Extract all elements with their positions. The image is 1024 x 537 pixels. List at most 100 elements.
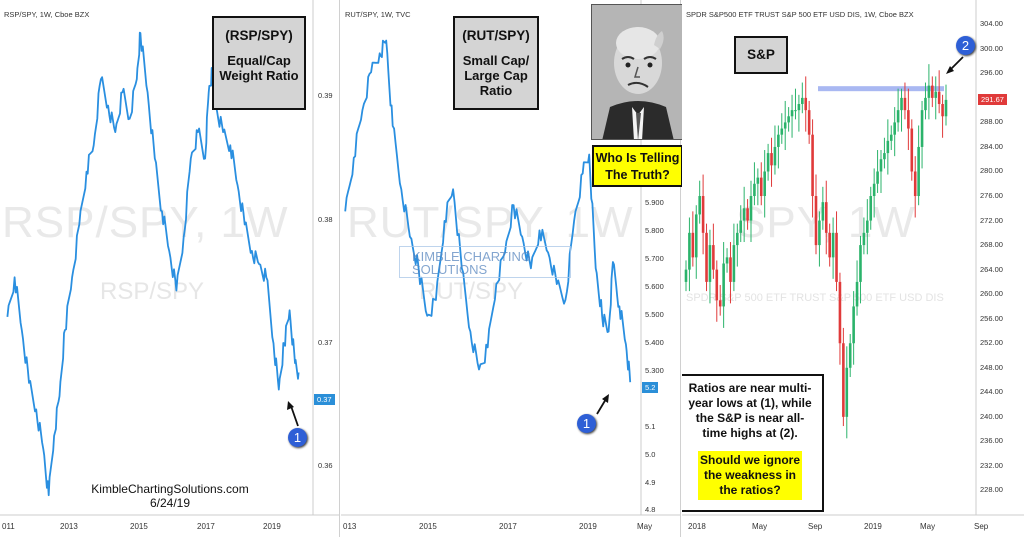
- candle-body: [907, 110, 910, 129]
- candle-body: [842, 343, 845, 417]
- thinking-man-photo: [591, 4, 684, 140]
- candle-body: [783, 122, 787, 129]
- rsp-marker-1: 1: [288, 428, 307, 447]
- candle-body: [848, 343, 852, 368]
- credit-name: KimbleChartingSolutions.com: [91, 482, 249, 496]
- candle-body: [787, 116, 790, 123]
- candle-body: [828, 232, 831, 258]
- question-box: Who Is Telling The Truth?: [592, 145, 683, 187]
- spy-xtick-3: 2019: [864, 522, 882, 531]
- note-text: Ratios are near multi-year lows at (1), …: [688, 381, 812, 440]
- rsp-xtick-4: 2019: [263, 522, 281, 531]
- thinking-man-illustration: [592, 5, 683, 139]
- spy-ytick: 240.00: [980, 411, 1003, 421]
- brand-watermark: KIMBLE CHARTING SOLUTIONS: [399, 246, 571, 278]
- rsp-xtick-1: 2013: [60, 522, 78, 531]
- candle-body: [931, 85, 934, 98]
- spy-xtick-4: May: [920, 522, 936, 531]
- candle-body: [866, 220, 869, 233]
- spy-header: SPDR S&P500 ETF TRUST S&P 500 ETF USD DI…: [686, 10, 914, 19]
- spy-ytick: 304.00: [980, 19, 1003, 29]
- rsp-xtick-0: 011: [2, 522, 15, 531]
- candle-body: [913, 171, 917, 197]
- candle-body: [725, 257, 729, 264]
- rut-spy-label-title: (RUT/SPY): [462, 28, 530, 43]
- spy-last-value: 291.67: [978, 94, 1007, 105]
- rsp-spy-plot: [0, 0, 339, 516]
- spy-plot: [682, 0, 1024, 516]
- candle-body: [835, 232, 838, 282]
- candle-body: [801, 97, 804, 105]
- rut-xtick-1: 2015: [419, 522, 437, 531]
- candle-body: [924, 97, 927, 111]
- spy-ytick: 268.00: [980, 240, 1003, 250]
- candle-body: [934, 91, 938, 98]
- spy-xtick-2: Sep: [808, 522, 823, 531]
- rsp-spy-label-sub: Equal/Cap Weight Ratio: [219, 53, 299, 83]
- spy-xtick-5: Sep: [974, 522, 989, 531]
- spy-ytick: 264.00: [980, 264, 1003, 274]
- candle-body: [705, 232, 708, 282]
- candle-body: [831, 232, 835, 258]
- rsp-spy-series-line: [6, 31, 300, 497]
- spy-label-box: S&P: [734, 36, 788, 74]
- spy-ytick: 272.00: [980, 215, 1003, 225]
- spy-panel: SPDR S&P500 ETF TRUST S&P 500 ETF USD DI…: [682, 0, 1024, 537]
- candle-body: [900, 97, 903, 111]
- candle-body: [691, 232, 695, 258]
- rut-ytick-8: 5.1: [645, 422, 656, 431]
- rut-spy-header: RUT/SPY, 1W, TVC: [345, 10, 411, 19]
- spy-ytick: 276.00: [980, 191, 1003, 201]
- candle-body: [818, 220, 821, 246]
- candle-body: [777, 134, 780, 147]
- candle-body: [773, 146, 777, 166]
- rsp-ytick-2: 0.37: [318, 338, 333, 347]
- rut-xtick-2: 2017: [499, 522, 517, 531]
- candle-body: [763, 171, 766, 197]
- candle-body: [941, 104, 944, 117]
- candle-body: [876, 171, 879, 184]
- spy-ytick: 284.00: [980, 141, 1003, 151]
- spy-ytick: 248.00: [980, 362, 1003, 372]
- candle-body: [893, 122, 896, 135]
- candle-body: [739, 220, 743, 233]
- candle-body: [859, 245, 862, 282]
- candle-body: [883, 153, 886, 160]
- candle-body: [852, 306, 855, 344]
- candle-body: [910, 128, 914, 172]
- rut-ytick-3: 5.600: [645, 282, 664, 291]
- candle-body: [701, 196, 705, 233]
- candle-body: [804, 97, 808, 111]
- resistance-line: [818, 86, 944, 92]
- brand-watermark-line-2: SOLUTIONS: [412, 262, 488, 277]
- candle-body: [855, 281, 859, 307]
- question-text: Who Is Telling The Truth?: [595, 151, 680, 182]
- candle-body: [722, 263, 725, 307]
- candle-body: [708, 245, 712, 282]
- rut-spy-label-box: (RUT/SPY) Small Cap/ Large Cap Ratio: [453, 16, 539, 110]
- rut-ytick-0: 5.900: [645, 198, 664, 207]
- candle-body: [684, 269, 688, 282]
- candle-body: [889, 134, 893, 141]
- rut-spy-label-sub: Small Cap/ Large Cap Ratio: [462, 53, 530, 98]
- spy-marker-2: 2: [956, 36, 975, 55]
- candle-body: [838, 281, 842, 344]
- candle-body: [797, 104, 801, 111]
- rsp-spy-watermark-sub: RSP/SPY: [100, 278, 205, 305]
- rsp-last-value: 0.37: [314, 394, 335, 405]
- rut-ytick-6: 5.300: [645, 366, 664, 375]
- candle-body: [937, 91, 941, 105]
- candle-body: [872, 183, 876, 197]
- rsp-spy-header: RSP/SPY, 1W, Cboe BZX: [4, 10, 90, 19]
- candle-body: [688, 232, 691, 270]
- candle-body: [794, 110, 797, 112]
- spy-ytick: 300.00: [980, 43, 1003, 53]
- candle-body: [736, 232, 739, 246]
- spy-xtick-0: 2018: [688, 522, 706, 531]
- candle-body: [742, 208, 746, 221]
- candle-body: [869, 196, 873, 221]
- spy-ytick: 232.00: [980, 460, 1003, 470]
- spy-xtick-1: May: [752, 522, 768, 531]
- candle-body: [917, 146, 920, 197]
- candle-body: [944, 99, 948, 117]
